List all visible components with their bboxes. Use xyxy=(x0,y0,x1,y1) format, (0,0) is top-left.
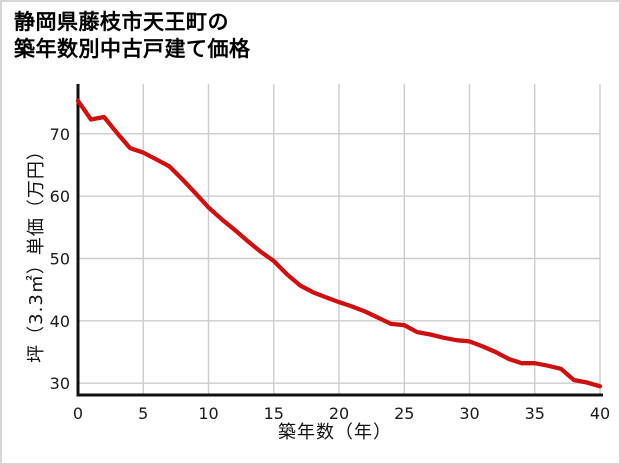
y-tick-label: 60 xyxy=(50,187,70,206)
gridlines xyxy=(78,84,601,395)
y-tick-label: 30 xyxy=(50,374,70,393)
x-tick-label: 30 xyxy=(459,404,479,423)
y-tick-label: 50 xyxy=(50,250,70,269)
x-tick-label: 0 xyxy=(73,404,83,423)
chart-title: 静岡県藤枝市天王町の 築年数別中古戸建て価格 xyxy=(14,9,251,63)
x-tick-label: 40 xyxy=(590,404,610,423)
x-axis-title: 築年数（年） xyxy=(278,422,392,443)
y-tick-label: 70 xyxy=(50,125,70,144)
chart-title-line1: 静岡県藤枝市天王町の xyxy=(14,10,229,34)
x-tick-label: 25 xyxy=(394,404,414,423)
tick-labels: 0 5 10 15 20 25 30 35 40 30 40 50 60 70 xyxy=(50,125,611,423)
price-line-series xyxy=(75,98,603,389)
x-tick-label: 5 xyxy=(138,404,148,423)
chart-title-line2: 築年数別中古戸建て価格 xyxy=(14,37,251,61)
x-tick-label: 35 xyxy=(525,404,545,423)
price-line xyxy=(75,98,603,389)
x-tick-label: 15 xyxy=(264,404,284,423)
x-tick-label: 10 xyxy=(198,404,218,423)
x-tick-label: 20 xyxy=(329,404,349,423)
y-tick-label: 40 xyxy=(50,312,70,331)
axes xyxy=(76,84,603,397)
y-axis-title: 坪（3.3㎡）単価（万円） xyxy=(25,141,47,363)
